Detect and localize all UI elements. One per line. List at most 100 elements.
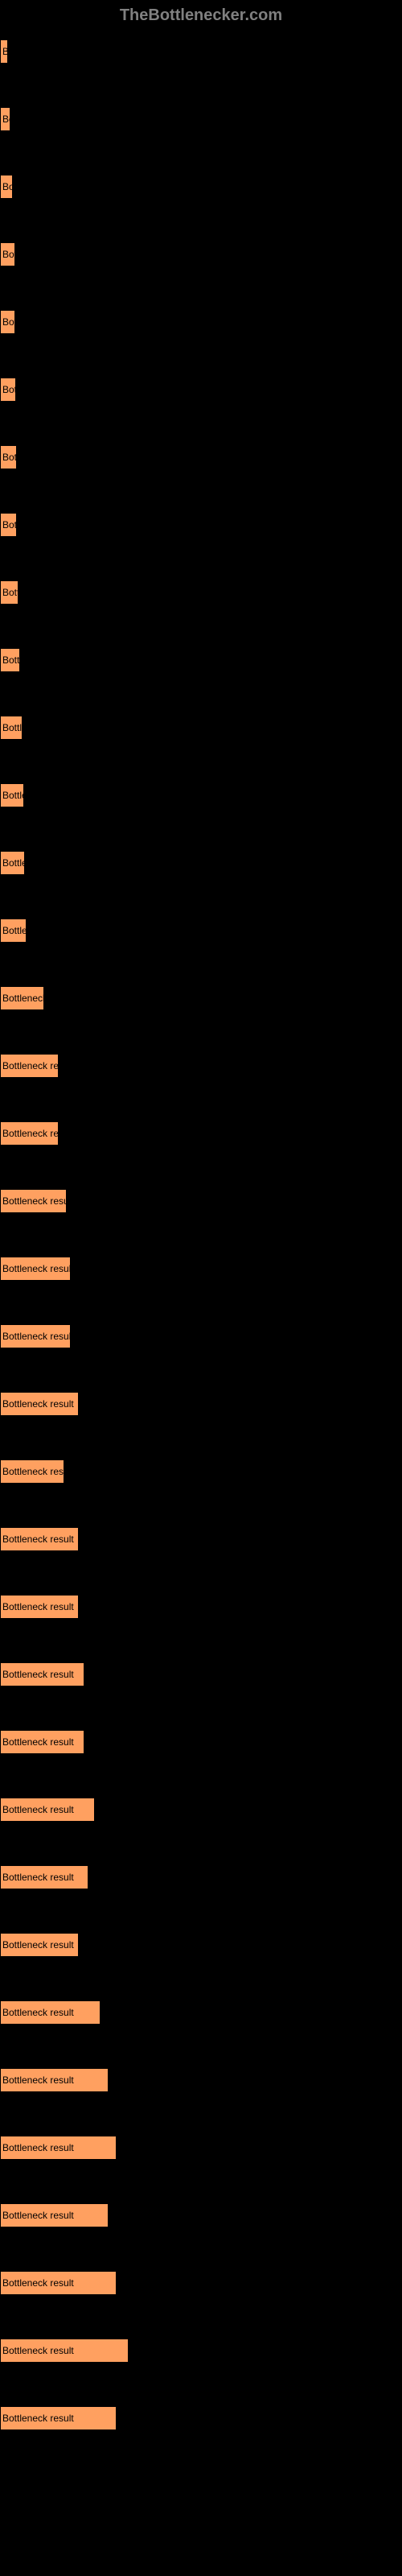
bar: Bottleneck result (0, 716, 23, 740)
bar: Bottleneck result (0, 378, 16, 402)
bar: Bottleneck result (0, 2068, 109, 2092)
bar: Bottleneck result (0, 513, 17, 537)
bar: Bottleneck result (0, 986, 44, 1010)
bar: Bottleneck result (0, 783, 24, 807)
bar-label: Bottleneck result (2, 2345, 74, 2356)
bar: Bottleneck result (0, 1189, 67, 1213)
bar-row: Bottleneck result (0, 986, 402, 1010)
bar: Bottleneck result (0, 1324, 71, 1348)
bar-label: Bottleneck result (2, 1534, 74, 1545)
bar-label: Bottleneck result (2, 790, 24, 801)
bar-row: Bottleneck result (0, 445, 402, 469)
bar-label: Bottleneck result (2, 384, 16, 395)
bar: Bottleneck result (0, 242, 15, 266)
bar: Bottleneck result (0, 1121, 59, 1146)
bar-row: Bottleneck result (0, 1730, 402, 1754)
bar-label: Bottleneck result (2, 181, 13, 192)
bar-row: Bottleneck result (0, 39, 402, 64)
bar-label: Bottleneck result (2, 1736, 74, 1748)
bar-row: Bottleneck result (0, 1527, 402, 1551)
bar: Bottleneck result (0, 1662, 84, 1686)
bar-row: Bottleneck result (0, 919, 402, 943)
bar-label: Bottleneck result (2, 1398, 74, 1410)
bar-row: Bottleneck result (0, 2271, 402, 2295)
bar: Bottleneck result (0, 445, 17, 469)
bar: Bottleneck result (0, 1527, 79, 1551)
bar-row: Bottleneck result (0, 1933, 402, 1957)
bar-row: Bottleneck result (0, 1257, 402, 1281)
bar-row: Bottleneck result (0, 1798, 402, 1822)
bar-label: Bottleneck result (2, 1331, 71, 1342)
bar-label: Bottleneck result (2, 587, 18, 598)
bar-row: Bottleneck result (0, 175, 402, 199)
bar-label: Bottleneck result (2, 1669, 74, 1680)
bar-row: Bottleneck result (0, 580, 402, 605)
bar-row: Bottleneck result (0, 851, 402, 875)
bar-label: Bottleneck result (2, 1601, 74, 1612)
bar-label: Bottleneck result (2, 452, 17, 463)
bar-row: Bottleneck result (0, 1865, 402, 1889)
header: TheBottlenecker.com (0, 0, 402, 31)
bar-label: Bottleneck result (2, 1128, 59, 1139)
bar-label: Bottleneck result (2, 249, 15, 260)
bar-label: Bottleneck result (2, 925, 27, 936)
bar: Bottleneck result (0, 2406, 117, 2430)
bar-row: Bottleneck result (0, 2406, 402, 2430)
bar: Bottleneck result (0, 1865, 88, 1889)
bar-row: Bottleneck result (0, 1189, 402, 1213)
bar: Bottleneck result (0, 1459, 64, 1484)
chart-container: Bottleneck result Bottleneck result Bottle… (0, 31, 402, 2482)
bar: Bottleneck result (0, 2000, 100, 2025)
bar: Bottleneck result (0, 175, 13, 199)
bar-label: Bottleneck result (2, 2007, 74, 2018)
bar-row: Bottleneck result (0, 2339, 402, 2363)
bar-row: Bottleneck result (0, 1392, 402, 1416)
bar-label: Bottleneck result (2, 722, 23, 733)
bar-label: Bottleneck result (2, 1060, 59, 1071)
bar: Bottleneck result (0, 580, 18, 605)
bar-label: Bottleneck result (2, 2210, 74, 2221)
bar-label: Bottleneck result (2, 2074, 74, 2086)
bar: Bottleneck result (0, 2271, 117, 2295)
bar-row: Bottleneck result (0, 716, 402, 740)
bar-label: Bottleneck result (2, 519, 17, 530)
bar: Bottleneck result (0, 1798, 95, 1822)
bar-row: Bottleneck result (0, 1662, 402, 1686)
bar-row: Bottleneck result (0, 1054, 402, 1078)
bar-row: Bottleneck result (0, 107, 402, 131)
bar-label: Bottleneck result (2, 654, 20, 666)
bar: Bottleneck result (0, 1257, 71, 1281)
bar-label: Bottleneck result (2, 1804, 74, 1815)
bar-row: Bottleneck result (0, 378, 402, 402)
bar: Bottleneck result (0, 1392, 79, 1416)
bar-label: Bottleneck result (2, 1195, 67, 1207)
bar: Bottleneck result (0, 648, 20, 672)
bar-label: Bottleneck result (2, 1939, 74, 1951)
bar-row: Bottleneck result (0, 1459, 402, 1484)
bar: Bottleneck result (0, 2136, 117, 2160)
bar-label: Bottleneck result (2, 316, 15, 328)
bar-label: Bottleneck result (2, 46, 8, 57)
bar: Bottleneck result (0, 1933, 79, 1957)
bar-label: Bottleneck result (2, 857, 25, 869)
bar: Bottleneck result (0, 1730, 84, 1754)
bar: Bottleneck result (0, 1595, 79, 1619)
bar-row: Bottleneck result (0, 513, 402, 537)
bar-row: Bottleneck result (0, 2136, 402, 2160)
header-title: TheBottlenecker.com (120, 6, 282, 24)
bar-label: Bottleneck result (2, 1466, 64, 1477)
bar: Bottleneck result (0, 851, 25, 875)
bar-row: Bottleneck result (0, 2000, 402, 2025)
bar-label: Bottleneck result (2, 1872, 74, 1883)
bar: Bottleneck result (0, 107, 10, 131)
bar-row: Bottleneck result (0, 1595, 402, 1619)
bar-row: Bottleneck result (0, 2068, 402, 2092)
bar: Bottleneck result (0, 1054, 59, 1078)
bar: Bottleneck result (0, 2203, 109, 2227)
bar-row: Bottleneck result (0, 1121, 402, 1146)
bar: Bottleneck result (0, 919, 27, 943)
bar-label: Bottleneck result (2, 114, 10, 125)
bar-row: Bottleneck result (0, 310, 402, 334)
bar-label: Bottleneck result (2, 2277, 74, 2289)
bar-row: Bottleneck result (0, 242, 402, 266)
